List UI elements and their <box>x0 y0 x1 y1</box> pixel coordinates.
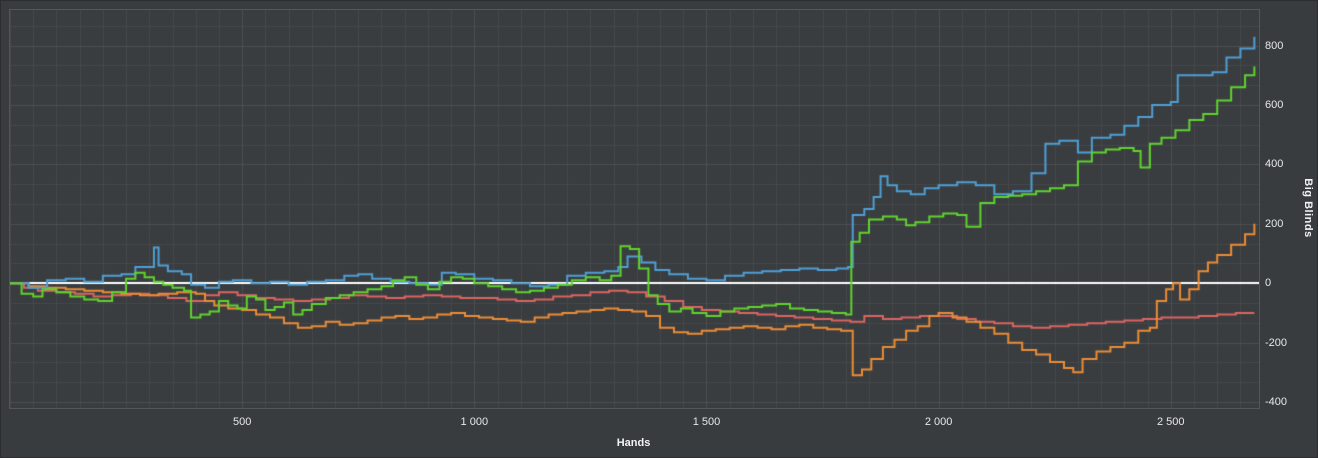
x-tick-label: 1 500 <box>692 416 721 428</box>
x-tick-label: 2 000 <box>924 416 953 428</box>
x-tick-label: 500 <box>232 416 252 428</box>
y-tick-label: 400 <box>1265 158 1284 171</box>
y-axis-title: Big Blinds <box>1302 178 1314 238</box>
y-tick-label: -400 <box>1265 396 1288 409</box>
x-axis-title: Hands <box>616 437 651 449</box>
y-tick-label: 600 <box>1265 99 1284 112</box>
y-tick-label: 0 <box>1265 277 1272 290</box>
y-tick-label: -200 <box>1265 336 1288 349</box>
y-tick-label: 800 <box>1265 39 1284 52</box>
x-tick-label: 2 500 <box>1157 416 1185 428</box>
plot-area[interactable] <box>9 9 1260 409</box>
x-tick-label: 1 000 <box>460 416 489 428</box>
y-tick-label: 200 <box>1265 217 1284 230</box>
graph-canvas[interactable] <box>10 10 1259 408</box>
